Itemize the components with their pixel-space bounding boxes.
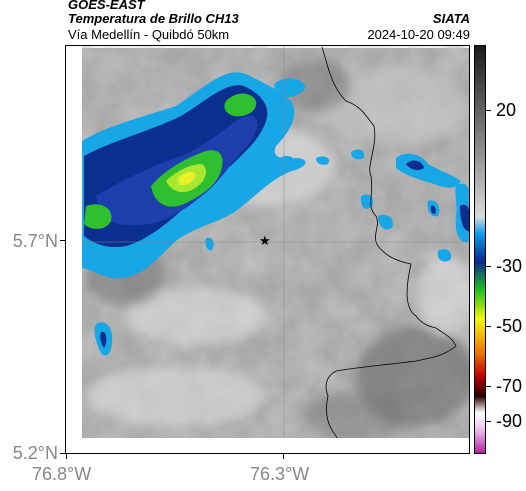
satellite-name: GOES-EAST [68,0,145,12]
colorbar [474,45,486,454]
colorbar-tick [486,421,491,422]
lon-tick [66,454,67,459]
national-border [321,46,457,453]
colorbar-tick [486,110,491,111]
colorbar-tick [486,326,491,327]
colorbar-label: -70 [496,376,523,396]
organization-label: SIATA [432,11,470,26]
lat-tick [60,240,65,241]
star-icon: ★ [259,233,271,248]
lat-label-5.2: 5.2°N [12,443,58,463]
cold-cloud-tops [82,72,469,356]
region-subtitle: Vía Medellín - Quibdó 50km [68,27,230,42]
lon-label-76.3: 76.3°W [250,464,310,484]
colorbar-label: 20 [496,100,517,120]
colorbar-label: -50 [496,316,523,336]
satellite-map[interactable]: ★ [65,45,470,454]
product-title: Temperatura de Brillo CH13 [68,11,239,26]
colorbar-tick [486,266,491,267]
lat-label-5.7: 5.7°N [12,231,58,251]
colorbar-label: -30 [496,256,523,276]
lon-tick [283,454,284,459]
colorbar-tick [486,386,491,387]
timestamp: 2024-10-20 09:49 [367,27,470,42]
brightness-temperature-field: ★ [66,46,469,453]
colorbar-label: -90 [496,411,523,431]
colorbar-gradient [474,45,486,454]
lon-label-76.8: 76.8°W [32,464,92,484]
lat-tick [60,453,65,454]
